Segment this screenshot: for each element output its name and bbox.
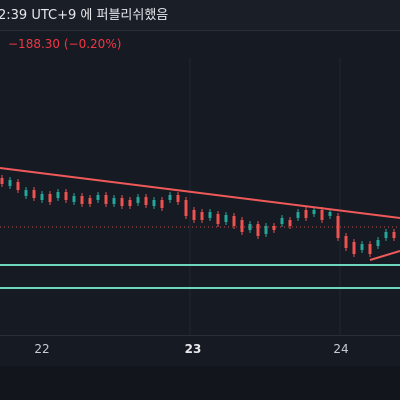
x-tick-label: 23: [185, 342, 202, 356]
price-change: −188.30 (−0.20%): [8, 37, 121, 51]
trend-line-upper: [0, 167, 400, 219]
header-bar: [0, 0, 400, 30]
candle-bodies-down: [0, 178, 396, 254]
published-time: 2:39 UTC+9 에 퍼블리쉬했음: [0, 7, 168, 23]
trend-line-lower: [369, 250, 400, 261]
footer: [0, 366, 400, 400]
chart-area: [0, 58, 400, 335]
candle-bodies-up: [8, 180, 388, 250]
x-tick-label: 22: [34, 342, 49, 356]
x-tick-label: 24: [333, 342, 348, 356]
